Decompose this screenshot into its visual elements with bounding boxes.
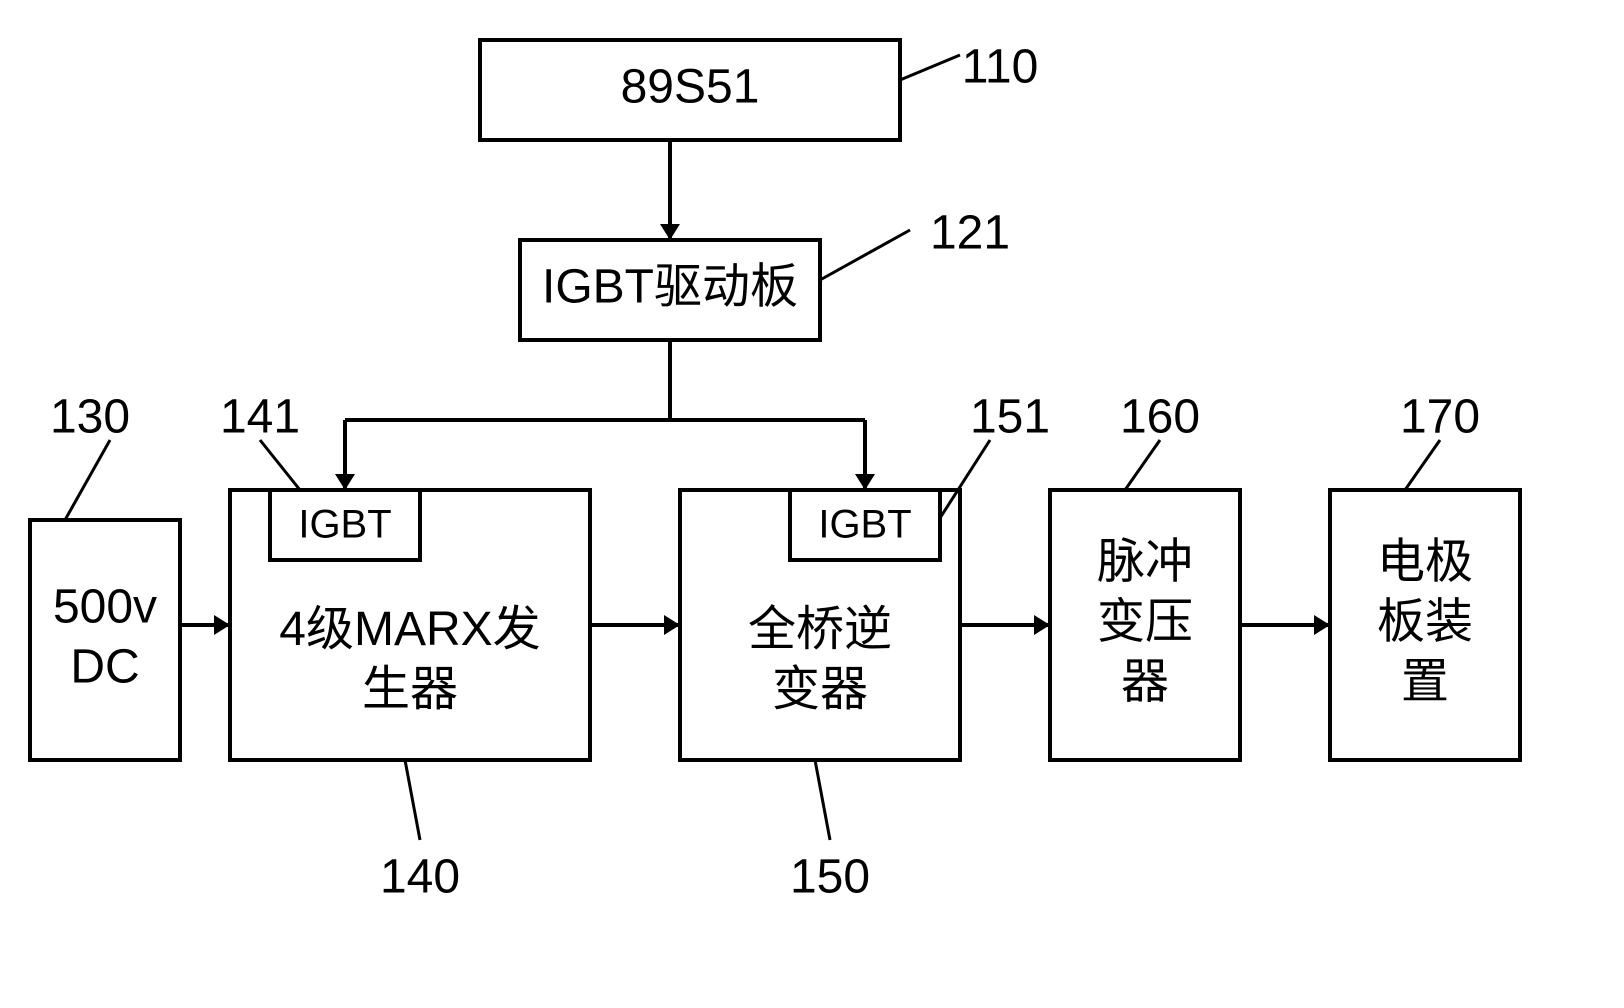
box-160-label: 脉冲 [1097, 536, 1193, 589]
refs-layer: 110 121 130 140 141 150 151 160 170 [50, 41, 1480, 904]
ref-141: 141 [220, 391, 300, 444]
box-110-label: 89S51 [621, 61, 760, 114]
ref-130: 130 [50, 391, 130, 444]
box-170-label: 电极 [1377, 536, 1473, 589]
leader-170 [1405, 440, 1440, 490]
ref-110: 110 [962, 41, 1039, 94]
box-170-label: 置 [1401, 656, 1449, 709]
leader-130 [65, 440, 110, 520]
box-121: IGBT驱动板 [520, 240, 820, 340]
box-170: 电极板装置 [1330, 490, 1520, 760]
box-130-label: 500v [53, 581, 157, 634]
leader-150 [815, 760, 830, 840]
leader-121 [820, 230, 910, 280]
box-130: 500v DC [30, 520, 180, 760]
ref-150: 150 [790, 851, 870, 904]
leader-160 [1125, 440, 1160, 490]
box-170-label: 板装 [1377, 596, 1473, 649]
ref-160: 160 [1120, 391, 1200, 444]
leader-140 [405, 760, 420, 840]
box-151-label: IGBT [818, 503, 911, 547]
box-150-label: 变器 [772, 663, 868, 716]
box-110: 89S51 [480, 40, 900, 140]
leader-151 [940, 440, 990, 518]
box-141: IGBT [270, 490, 420, 560]
box-160-label: 器 [1121, 656, 1169, 709]
box-141-label: IGBT [298, 503, 391, 547]
box-150-label: 全桥逆 [748, 603, 892, 656]
box-130-label: DC [70, 641, 139, 694]
box-160-label: 变压 [1097, 596, 1193, 649]
ref-121: 121 [930, 207, 1010, 260]
ref-140: 140 [380, 851, 460, 904]
box-121-label: IGBT驱动板 [542, 261, 798, 314]
ref-151: 151 [970, 391, 1050, 444]
box-160: 脉冲变压器 [1050, 490, 1240, 760]
diagram-canvas: 89S51IGBT驱动板500vDC4级MARX发生器IGBT全桥逆变器IGBT… [0, 0, 1624, 1008]
box-151: IGBT [790, 490, 940, 560]
leader-141 [260, 440, 300, 490]
box-140: 4级MARX发生器 [230, 490, 590, 760]
box-140-label: 生器 [362, 663, 458, 716]
ref-170: 170 [1400, 391, 1480, 444]
leader-110 [900, 55, 960, 80]
box-140-label: 4级MARX发 [279, 603, 540, 656]
